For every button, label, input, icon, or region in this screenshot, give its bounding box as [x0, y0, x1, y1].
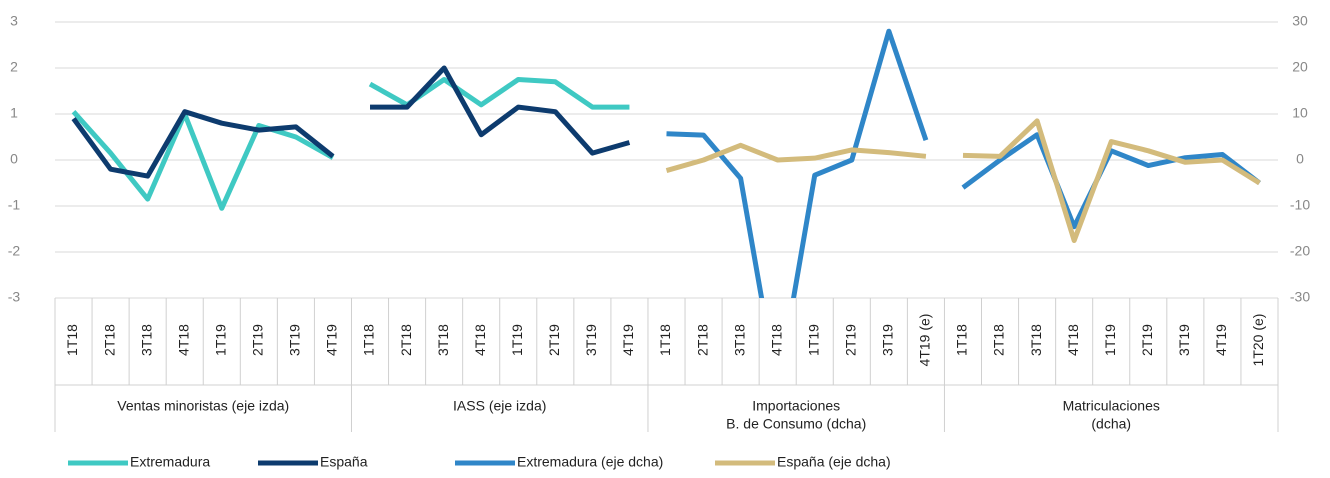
series-line — [666, 28, 929, 298]
series-line — [962, 118, 1261, 243]
x-tick-label: 4T19 — [324, 324, 340, 356]
x-tick-label: 2T18 — [101, 324, 117, 356]
group-label: Importaciones — [752, 398, 840, 414]
x-tick-label: 3T19 — [1176, 324, 1192, 356]
x-tick-label: 2T19 — [1139, 324, 1155, 356]
x-tick-label: 3T18 — [435, 324, 451, 356]
x-tick-label: 3T19 — [287, 324, 303, 356]
x-tick-label: 1T18 — [361, 324, 377, 356]
group-label: (dcha) — [1091, 416, 1131, 432]
x-tick-label: 4T19 — [620, 324, 636, 356]
x-tick-label: 2T19 — [250, 324, 266, 356]
series-line — [71, 109, 335, 179]
group-label: Matriculaciones — [1063, 398, 1160, 414]
series-line — [71, 110, 335, 211]
y-tick-label: 1 — [10, 105, 18, 121]
x-tick-label: 4T19 — [1213, 324, 1229, 356]
x-tick-label: 3T18 — [1028, 324, 1044, 356]
x-tick-label: 1T18 — [954, 324, 970, 356]
y-tick-label: -1 — [8, 197, 21, 213]
group-label: Ventas minoristas (eje izda) — [117, 398, 289, 414]
x-tick-label: 3T18 — [731, 324, 747, 356]
x-tick-label: 1T19 — [1102, 324, 1118, 356]
x-tick-label: 2T19 — [843, 324, 859, 356]
x-tick-label: 1T18 — [64, 324, 80, 356]
x-tick-label: 1T20 (e) — [1250, 314, 1266, 367]
series-line — [961, 132, 1261, 230]
x-tick-label: 3T18 — [138, 324, 154, 356]
series-line — [665, 142, 927, 173]
x-tick-label: 2T18 — [991, 324, 1007, 356]
x-tick-label: 1T19 — [805, 324, 821, 356]
y2-tick-label: -30 — [1290, 289, 1310, 305]
legend-label: Extremadura — [130, 454, 210, 470]
y2-tick-label: 0 — [1296, 151, 1304, 167]
y-tick-label: 3 — [10, 13, 18, 29]
x-tick-label: 4T18 — [472, 324, 488, 356]
x-tick-label: 2T18 — [694, 324, 710, 356]
group-label: B. de Consumo (dcha) — [726, 416, 866, 432]
x-tick-label: 4T19 (e) — [917, 314, 933, 367]
y2-tick-label: -20 — [1290, 243, 1310, 259]
x-tick-label: 2T18 — [398, 324, 414, 356]
y-tick-label: -2 — [8, 243, 21, 259]
y-tick-label: 0 — [10, 151, 18, 167]
x-tick-label: 3T19 — [583, 324, 599, 356]
x-tick-label: 1T19 — [212, 324, 228, 356]
legend-label: Extremadura (eje dcha) — [517, 454, 663, 470]
series-line — [370, 65, 631, 156]
plot-area — [71, 28, 1261, 298]
x-tick-label: 2T19 — [546, 324, 562, 356]
y-tick-label: -3 — [8, 289, 21, 305]
x-tick-label: 1T19 — [509, 324, 525, 356]
y2-tick-label: -10 — [1290, 197, 1310, 213]
x-tick-label: 1T18 — [657, 324, 673, 356]
y-tick-label: 2 — [10, 59, 18, 75]
x-tick-label: 3T19 — [880, 324, 896, 356]
legend-label: España — [320, 454, 368, 470]
legend-label: España (eje dcha) — [777, 454, 891, 470]
x-tick-label: 4T18 — [1065, 324, 1081, 356]
x-tick-label: 4T18 — [768, 324, 784, 356]
group-label: IASS (eje izda) — [453, 398, 546, 414]
x-tick-label: 4T18 — [175, 324, 191, 356]
y2-tick-label: 20 — [1292, 59, 1308, 75]
y2-tick-label: 30 — [1292, 13, 1308, 29]
y2-tick-label: 10 — [1292, 105, 1308, 121]
